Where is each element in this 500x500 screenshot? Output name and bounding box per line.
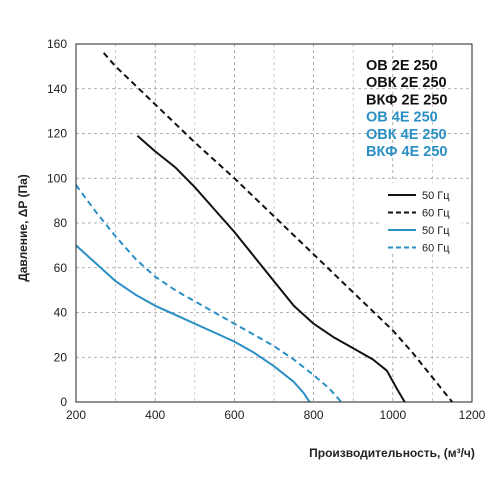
model-label: ОВ 2Е 250 bbox=[366, 58, 438, 74]
y-tick-label: 160 bbox=[47, 37, 67, 51]
x-axis-title: Производительность, (м³/ч) bbox=[309, 446, 475, 460]
grid-lines bbox=[76, 44, 472, 402]
x-tick-label: 400 bbox=[145, 408, 165, 422]
y-tick-label: 0 bbox=[60, 395, 67, 409]
series-line-2 bbox=[102, 52, 453, 403]
legend-label: 50 Гц bbox=[422, 190, 450, 202]
y-tick-label: 60 bbox=[54, 261, 68, 275]
x-tick-label: 800 bbox=[304, 408, 324, 422]
y-tick-label: 120 bbox=[47, 127, 67, 141]
plot-frame bbox=[75, 43, 473, 403]
x-tick-label: 1200 bbox=[459, 408, 486, 422]
y-tick-label: 100 bbox=[47, 171, 67, 185]
series-line-4 bbox=[75, 184, 343, 403]
legend-background bbox=[380, 183, 462, 253]
x-tick-label: 1000 bbox=[379, 408, 406, 422]
legend-label: 50 Гц bbox=[422, 225, 450, 237]
x-tick-label: 600 bbox=[224, 408, 244, 422]
y-tick-label: 40 bbox=[54, 306, 68, 320]
y-tick-label: 140 bbox=[47, 82, 67, 96]
model-label: ВКФ 2Е 250 bbox=[366, 92, 448, 108]
series-line-1 bbox=[136, 134, 406, 403]
series-line-3 bbox=[75, 244, 311, 403]
model-label: ОВК 4Е 250 bbox=[366, 127, 447, 143]
y-tick-label: 20 bbox=[54, 350, 68, 364]
y-tick-label: 80 bbox=[54, 216, 68, 230]
model-label: ОВК 2Е 250 bbox=[366, 75, 447, 91]
model-label: ВКФ 4Е 250 bbox=[366, 144, 448, 160]
series-lines bbox=[75, 52, 453, 403]
model-label: ОВ 4Е 250 bbox=[366, 110, 438, 126]
legend-label: 60 Гц bbox=[422, 208, 450, 220]
x-tick-label: 200 bbox=[66, 408, 86, 422]
legend-label: 60 Гц bbox=[422, 243, 450, 255]
tick-labels: 200 400 600 800 1000 1200 0 20 40 60 80 100 120 140 16… bbox=[47, 37, 486, 422]
legend: 50 Гц 60 Гц 50 Гц 60 Гц bbox=[380, 183, 462, 255]
y-axis-title: Давление, ΔP (Па) bbox=[16, 174, 30, 282]
